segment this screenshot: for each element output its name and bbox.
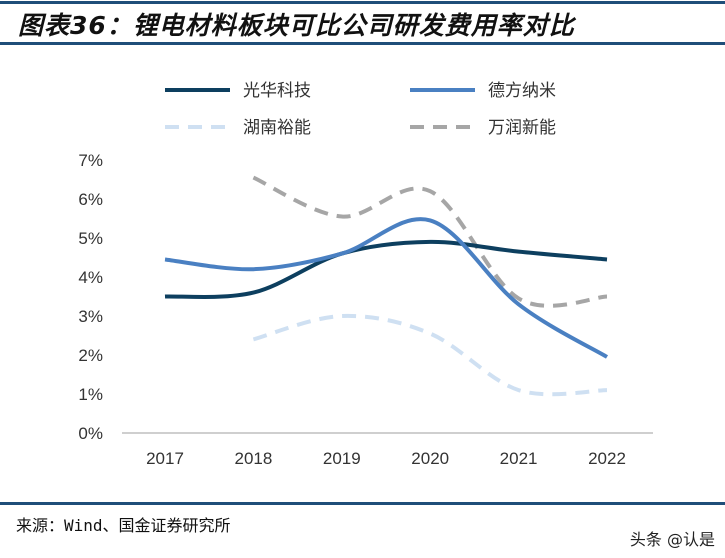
legend-label: 德方纳米 (488, 81, 556, 101)
y-tick-label: 5% (78, 229, 103, 248)
chart-title: 图表36：锂电材料板块可比公司研发费用率对比 (18, 11, 575, 40)
legend-label: 湖南裕能 (243, 118, 311, 138)
y-tick-label: 7% (78, 151, 103, 170)
series-line-1 (164, 239, 608, 299)
bottom-rule (0, 502, 725, 505)
x-tick-label: 2018 (234, 449, 272, 468)
y-tick-label: 1% (78, 385, 103, 404)
x-tick-label: 2019 (323, 449, 361, 468)
x-tick-label: 2021 (500, 449, 538, 468)
y-tick-label: 4% (78, 268, 103, 287)
line-chart: 0% 1% 2% 3% 4% 5% 6% 7% 2017 2018 2019 2020 2021 2022… (78, 81, 653, 468)
y-tick-label: 6% (78, 190, 103, 209)
legend-label: 万润新能 (488, 118, 556, 138)
y-tick-label: 0% (78, 424, 103, 443)
x-tick-label: 2020 (411, 449, 449, 468)
legend-label: 光华科技 (243, 81, 311, 101)
y-tick-label: 2% (78, 346, 103, 365)
source-note: 来源：Wind、国金证券研究所 (16, 516, 231, 535)
y-tick-label: 3% (78, 307, 103, 326)
series-line-2 (164, 217, 609, 359)
x-tick-label: 2022 (588, 449, 626, 468)
x-tick-label: 2017 (146, 449, 184, 468)
title-rule (0, 42, 725, 45)
top-rule (0, 1, 725, 4)
series-line-4 (252, 175, 608, 308)
watermark: 头条 @认是 (629, 530, 715, 549)
